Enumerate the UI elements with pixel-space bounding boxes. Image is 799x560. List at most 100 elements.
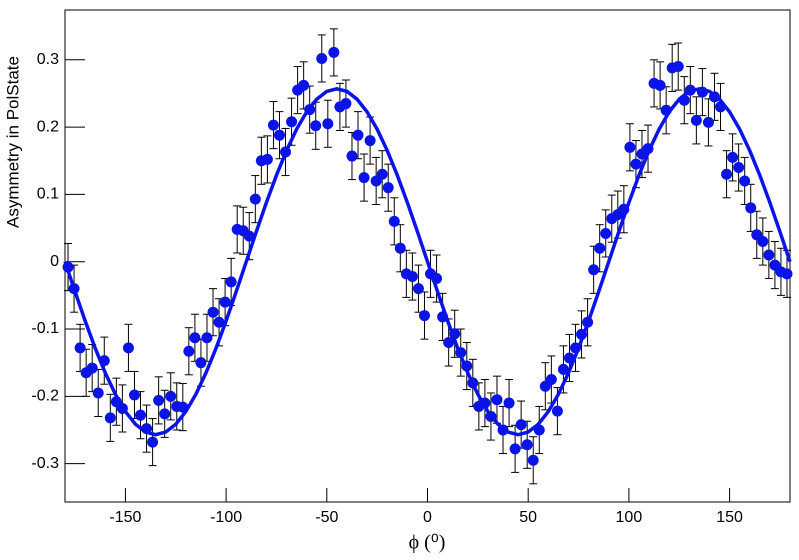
data-point xyxy=(159,408,171,420)
data-point xyxy=(346,150,358,162)
y-tick-label: 0.2 xyxy=(37,118,59,135)
data-point xyxy=(594,242,606,254)
data-point xyxy=(479,397,491,409)
data-point xyxy=(225,276,237,288)
x-tick-label: 100 xyxy=(616,509,643,526)
data-point xyxy=(551,405,563,417)
data-point xyxy=(68,283,80,295)
x-tick-label: -50 xyxy=(315,509,338,526)
plot-frame xyxy=(64,9,791,503)
data-point xyxy=(128,389,140,401)
data-point xyxy=(98,355,110,367)
data-point xyxy=(449,328,461,340)
data-point xyxy=(515,419,527,431)
data-point xyxy=(135,409,147,421)
data-point xyxy=(497,424,509,436)
data-point xyxy=(733,161,745,173)
y-tick-label: -0.2 xyxy=(31,388,59,405)
data-point xyxy=(721,168,733,180)
data-point xyxy=(116,402,128,414)
y-tick-label: 0 xyxy=(50,253,59,270)
data-point xyxy=(406,271,418,283)
data-point xyxy=(588,264,600,276)
data-point xyxy=(485,411,497,423)
x-tick-label: -150 xyxy=(109,509,141,526)
data-point xyxy=(533,424,545,436)
data-point xyxy=(153,394,165,406)
data-point xyxy=(177,401,189,413)
data-point xyxy=(195,357,207,369)
data-point xyxy=(715,101,727,113)
data-point xyxy=(219,296,231,308)
data-point xyxy=(74,342,86,354)
data-point xyxy=(503,397,515,409)
data-point xyxy=(557,363,569,375)
data-point xyxy=(382,182,394,194)
data-point xyxy=(461,360,473,372)
data-point xyxy=(207,306,219,318)
data-point xyxy=(261,153,273,165)
data-point xyxy=(630,158,642,170)
y-tick-label: 0.1 xyxy=(37,186,59,203)
data-point xyxy=(455,347,467,359)
data-point xyxy=(328,46,340,58)
x-axis-label: ϕ (⁰) xyxy=(409,532,446,554)
data-point xyxy=(467,377,479,389)
data-point xyxy=(600,227,612,239)
data-point xyxy=(243,230,255,242)
data-point xyxy=(213,316,225,328)
y-axis-label: Asymmetry in PolState xyxy=(3,56,22,228)
data-point xyxy=(678,94,690,106)
y-tick-label: -0.3 xyxy=(31,455,59,472)
data-point xyxy=(702,116,714,128)
data-point xyxy=(104,412,116,424)
data-point xyxy=(576,328,588,340)
data-point xyxy=(654,79,666,91)
data-point xyxy=(570,342,582,354)
data-point xyxy=(757,236,769,248)
data-point xyxy=(376,168,388,180)
data-point xyxy=(696,86,708,98)
data-point xyxy=(443,336,455,348)
data-point xyxy=(358,172,370,184)
data-point xyxy=(267,119,279,131)
y-tick-label: -0.1 xyxy=(31,320,59,337)
data-point xyxy=(521,439,533,451)
data-point xyxy=(310,120,322,132)
data-point xyxy=(642,143,654,155)
data-point xyxy=(708,91,720,103)
data-point xyxy=(781,268,793,280)
data-point xyxy=(298,79,310,91)
data-point xyxy=(394,242,406,254)
data-point xyxy=(660,104,672,116)
data-point xyxy=(388,215,400,227)
data-point xyxy=(189,332,201,344)
data-point xyxy=(527,454,539,466)
data-point xyxy=(62,261,74,273)
data-point xyxy=(322,118,334,130)
data-point xyxy=(86,362,98,374)
data-point xyxy=(304,104,316,116)
data-point xyxy=(509,443,521,455)
data-point xyxy=(431,273,443,285)
data-point xyxy=(418,310,430,322)
data-point xyxy=(672,61,684,73)
data-point xyxy=(201,332,213,344)
x-tick-label: 50 xyxy=(519,509,537,526)
x-tick-label: -100 xyxy=(210,509,242,526)
data-point xyxy=(273,129,285,141)
data-point xyxy=(183,345,195,357)
data-point xyxy=(763,249,775,261)
data-point xyxy=(545,374,557,386)
data-point xyxy=(286,116,298,128)
data-point xyxy=(340,98,352,110)
data-point xyxy=(727,151,739,163)
x-tick-label: 150 xyxy=(716,509,743,526)
data-point xyxy=(147,436,159,448)
data-point xyxy=(739,175,751,187)
data-point xyxy=(280,146,292,158)
data-point xyxy=(249,193,261,205)
data-point xyxy=(618,203,630,215)
